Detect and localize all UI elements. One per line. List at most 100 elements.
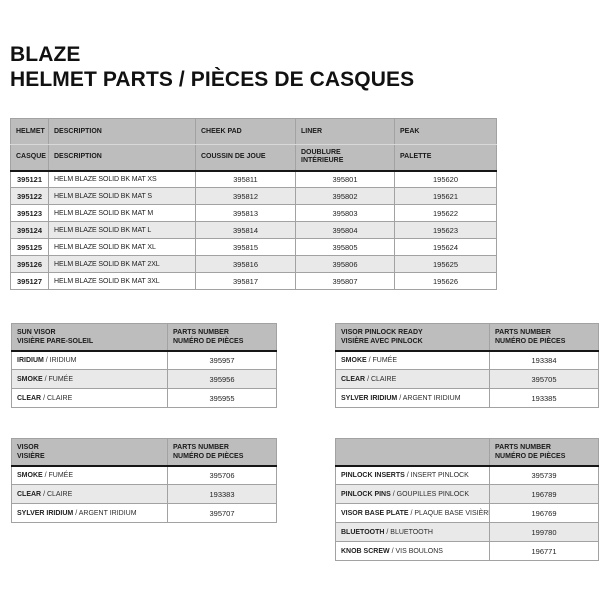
header-title-en: VISOR	[17, 443, 39, 451]
peak-part: 195622	[394, 204, 497, 222]
table-row: 395121 HELM BLAZE SOLID BK MAT XS 395811…	[10, 170, 497, 188]
helmet-code: 395125	[10, 238, 49, 256]
part-label: VISOR BASE PLATE / PLAQUE BASE VISIÈRE	[335, 503, 490, 523]
table-row: 395124 HELM BLAZE SOLID BK MAT L 395814 …	[10, 221, 497, 239]
visor-table: VISOR VISIÈRE PARTS NUMBER NUMÉRO DE PIÈ…	[11, 438, 277, 523]
col-header-casque: CASQUE	[10, 144, 49, 172]
liner-part: 395804	[295, 221, 395, 239]
table-row: VISOR BASE PLATE / PLAQUE BASE VISIÈRE 1…	[335, 503, 599, 523]
peak-part: 195623	[394, 221, 497, 239]
page-title: BLAZE HELMET PARTS / PIÈCES DE CASQUES	[10, 42, 414, 92]
liner-part: 395807	[295, 272, 395, 290]
cheek-pad-part: 395813	[195, 204, 296, 222]
part-number: 196769	[489, 503, 599, 523]
part-number: 196771	[489, 541, 599, 561]
table-row: BLUETOOTH / BLUETOOTH 199780	[335, 522, 599, 542]
part-number: 395705	[489, 369, 599, 389]
peak-part: 195626	[394, 272, 497, 290]
parts-number-header: PARTS NUMBER NUMÉRO DE PIÈCES	[489, 323, 599, 352]
col-header-liner: LINER	[295, 118, 395, 145]
header-title-en: SUN VISOR	[17, 328, 56, 336]
part-label: PINLOCK INSERTS / INSERT PINLOCK	[335, 465, 490, 485]
visor-pinlock-header: VISOR PINLOCK READY VISIÈRE AVEC PINLOCK	[335, 323, 490, 352]
peak-part: 195621	[394, 187, 497, 205]
table-row: PINLOCK INSERTS / INSERT PINLOCK 395739	[335, 465, 599, 485]
table-row: SYLVER IRIDIUM / ARGENT IRIDIUM 193385	[335, 388, 599, 408]
liner-part: 395805	[295, 238, 395, 256]
helmet-description: HELM BLAZE SOLID BK MAT XL	[48, 238, 196, 256]
helmet-description: HELM BLAZE SOLID BK MAT 3XL	[48, 272, 196, 290]
col-header-description: DESCRIPTION	[48, 118, 196, 145]
header-row: VISOR VISIÈRE PARTS NUMBER NUMÉRO DE PIÈ…	[11, 438, 277, 467]
liner-part: 395802	[295, 187, 395, 205]
parts-number-header: PARTS NUMBER NUMÉRO DE PIÈCES	[167, 438, 277, 467]
table-row: SMOKE / FUMÉE 395706	[11, 465, 277, 485]
helmet-code: 395124	[10, 221, 49, 239]
header-row: VISOR PINLOCK READY VISIÈRE AVEC PINLOCK…	[335, 323, 599, 352]
header-parts-fr: NUMÉRO DE PIÈCES	[173, 337, 244, 345]
header-title-en: VISOR PINLOCK READY	[341, 328, 423, 336]
part-label: BLUETOOTH / BLUETOOTH	[335, 522, 490, 542]
part-number: 395957	[167, 350, 277, 370]
cheek-pad-part: 395817	[195, 272, 296, 290]
table-row: 395126 HELM BLAZE SOLID BK MAT 2XL 39581…	[10, 255, 497, 273]
header-row-en: HELMET DESCRIPTION CHEEK PAD LINER PEAK	[10, 118, 497, 145]
col-header-palette: PALETTE	[394, 144, 497, 172]
cheek-pad-part: 395812	[195, 187, 296, 205]
part-number: 395706	[167, 465, 277, 485]
header-row: SUN VISOR VISIÈRE PARE-SOLEIL PARTS NUMB…	[11, 323, 277, 352]
part-number: 395956	[167, 369, 277, 389]
peak-part: 195620	[394, 170, 497, 188]
col-header-doublure: DOUBLURE INTÉRIEURE	[295, 144, 395, 172]
part-number: 193384	[489, 350, 599, 370]
part-label: SMOKE / FUMÉE	[335, 350, 490, 370]
header-title-fr: VISIÈRE	[17, 452, 45, 460]
page-title-model: BLAZE	[10, 43, 81, 66]
part-number: 199780	[489, 522, 599, 542]
part-label: PINLOCK PINS / GOUPILLES PINLOCK	[335, 484, 490, 504]
header-parts-en: PARTS NUMBER	[495, 328, 551, 336]
part-label: CLEAR / CLAIRE	[335, 369, 490, 389]
part-number: 395955	[167, 388, 277, 408]
helmet-code: 395121	[10, 170, 49, 188]
col-header-description-fr: DESCRIPTION	[48, 144, 196, 172]
helmet-code: 395127	[10, 272, 49, 290]
helmet-description: HELM BLAZE SOLID BK MAT XS	[48, 170, 196, 188]
cheek-pad-part: 395814	[195, 221, 296, 239]
header-title-fr: VISIÈRE AVEC PINLOCK	[341, 337, 423, 345]
helmet-code: 395122	[10, 187, 49, 205]
accessories-table: PARTS NUMBER NUMÉRO DE PIÈCES PINLOCK IN…	[335, 438, 599, 561]
table-row: SMOKE / FUMÉE 193384	[335, 350, 599, 370]
table-row: CLEAR / CLAIRE 395955	[11, 388, 277, 408]
col-header-cheek-pad: CHEEK PAD	[195, 118, 296, 145]
part-number: 193383	[167, 484, 277, 504]
helmet-description: HELM BLAZE SOLID BK MAT L	[48, 221, 196, 239]
table-row: SYLVER IRIDIUM / ARGENT IRIDIUM 395707	[11, 503, 277, 523]
header-parts-en: PARTS NUMBER	[173, 443, 229, 451]
cheek-pad-part: 395816	[195, 255, 296, 273]
helmet-description: HELM BLAZE SOLID BK MAT M	[48, 204, 196, 222]
helmet-code: 395126	[10, 255, 49, 273]
part-number: 196789	[489, 484, 599, 504]
table-row: 395127 HELM BLAZE SOLID BK MAT 3XL 39581…	[10, 272, 497, 290]
table-row: 395125 HELM BLAZE SOLID BK MAT XL 395815…	[10, 238, 497, 256]
header-title-fr: VISIÈRE PARE-SOLEIL	[17, 337, 94, 345]
header-parts-fr: NUMÉRO DE PIÈCES	[495, 337, 566, 345]
cheek-pad-part: 395815	[195, 238, 296, 256]
part-number: 395739	[489, 465, 599, 485]
part-label: CLEAR / CLAIRE	[11, 484, 168, 504]
part-label: CLEAR / CLAIRE	[11, 388, 168, 408]
page-title-section: HELMET PARTS / PIÈCES DE CASQUES	[10, 68, 415, 91]
table-row: CLEAR / CLAIRE 193383	[11, 484, 277, 504]
col-header-peak: PEAK	[394, 118, 497, 145]
header-parts-fr: NUMÉRO DE PIÈCES	[173, 452, 244, 460]
helmet-description: HELM BLAZE SOLID BK MAT 2XL	[48, 255, 196, 273]
sun-visor-header: SUN VISOR VISIÈRE PARE-SOLEIL	[11, 323, 168, 352]
part-label: SMOKE / FUMÉE	[11, 369, 168, 389]
parts-number-header: PARTS NUMBER NUMÉRO DE PIÈCES	[167, 323, 277, 352]
liner-part: 395801	[295, 170, 395, 188]
sun-visor-table: SUN VISOR VISIÈRE PARE-SOLEIL PARTS NUMB…	[11, 323, 277, 408]
liner-part: 395803	[295, 204, 395, 222]
header-row: PARTS NUMBER NUMÉRO DE PIÈCES	[335, 438, 599, 467]
